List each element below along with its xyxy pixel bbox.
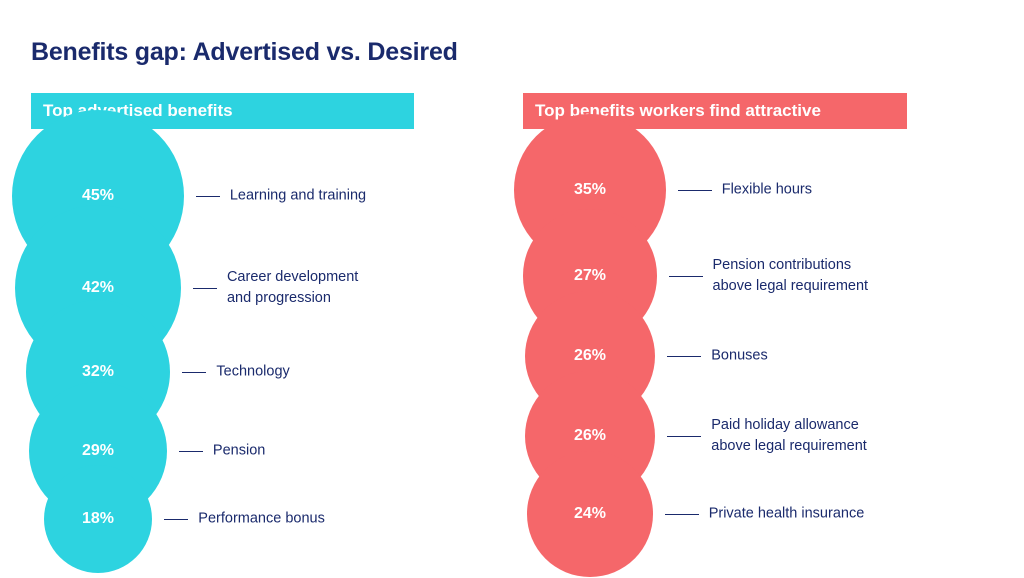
category-label: Pension bbox=[213, 441, 265, 462]
category-label-line: Private health insurance bbox=[708, 505, 865, 522]
category-label: Flexible hours bbox=[722, 180, 812, 201]
category-label-line: Pension bbox=[212, 442, 266, 459]
category-label-line: Flexible hours bbox=[721, 181, 812, 198]
category-label-line: above legal requirement bbox=[711, 438, 867, 454]
category-label-line: Pension contributions bbox=[712, 257, 852, 273]
category-label: Learning and training bbox=[230, 186, 366, 207]
connector-line bbox=[668, 276, 703, 277]
category-label: Technology bbox=[216, 362, 289, 383]
advertised-bubble: 18% bbox=[43, 464, 153, 574]
category-label-line: Bonuses bbox=[711, 347, 768, 364]
connector-line bbox=[164, 519, 189, 520]
category-label-line: Career development bbox=[226, 269, 359, 285]
category-label: Private health insurance bbox=[709, 504, 865, 525]
category-label: Performance bonus bbox=[198, 509, 325, 530]
category-label-line: Technology bbox=[216, 363, 290, 380]
connector-line bbox=[178, 451, 203, 452]
category-label-line: above legal requirement bbox=[712, 278, 869, 294]
category-label-line: Paid holiday allowance bbox=[711, 417, 859, 433]
category-label: Career development and progression bbox=[227, 267, 358, 309]
connector-line bbox=[192, 288, 217, 289]
connector-line bbox=[667, 356, 702, 357]
category-label-line: Learning and training bbox=[229, 187, 367, 204]
category-label-line: and progression bbox=[226, 290, 331, 306]
desired-bubble: 24% bbox=[527, 451, 653, 577]
connector-line bbox=[664, 514, 699, 515]
category-label: Paid holiday allowance above legal requir… bbox=[711, 415, 867, 457]
connector-line bbox=[195, 196, 220, 197]
category-label-line: Performance bonus bbox=[198, 510, 325, 527]
connector-line bbox=[677, 190, 712, 191]
connector-line bbox=[182, 372, 207, 373]
category-label: Bonuses bbox=[711, 346, 767, 367]
category-label: Pension contributions above legal require… bbox=[713, 255, 869, 297]
connector-line bbox=[667, 436, 702, 437]
page-title: Benefits gap: Advertised vs. Desired bbox=[31, 38, 458, 66]
